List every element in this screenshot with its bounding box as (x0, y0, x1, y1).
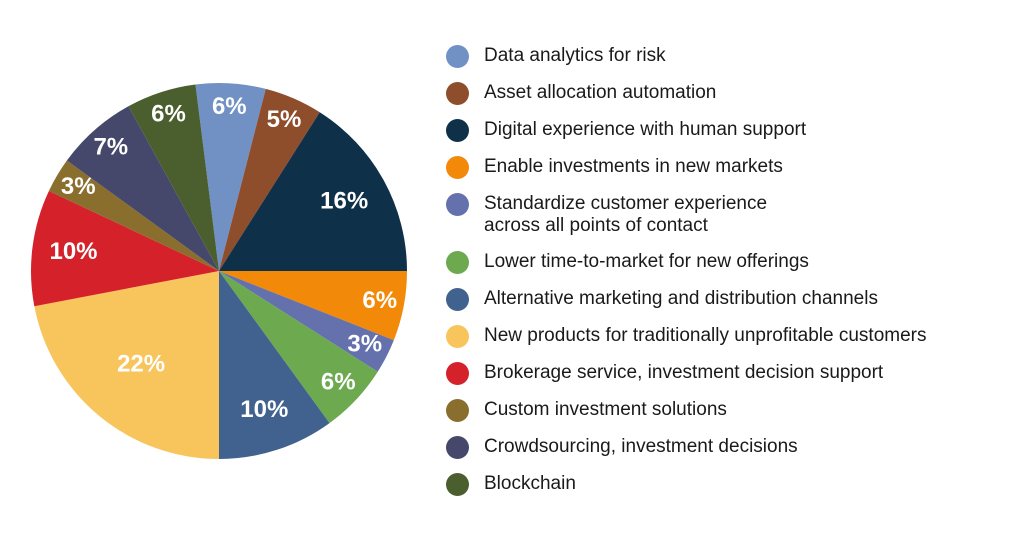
pie-slice (219, 271, 330, 459)
legend-item-label: Standardize customer experience across a… (484, 193, 768, 236)
legend-item-label: Data analytics for risk (484, 45, 666, 66)
legend-swatch-icon (446, 399, 469, 422)
pie-slice (128, 84, 219, 271)
legend-item: Alternative marketing and distribution c… (446, 288, 1006, 311)
legend-item-label: Digital experience with human support (484, 119, 807, 140)
pie-slice-percentage: 7% (93, 134, 128, 161)
legend-item-label: Asset allocation automation (484, 82, 717, 103)
pie-slice-percentage: 5% (267, 106, 302, 133)
legend-item: Lower time-to-market for new offerings (446, 251, 1006, 274)
pie-slice (219, 88, 320, 271)
legend-item-label: Custom investment solutions (484, 399, 727, 420)
pie-slice (219, 271, 407, 341)
legend: Data analytics for risk Asset allocation … (446, 45, 1006, 510)
pie-slice (48, 160, 219, 271)
pie-slice-percentage: 6% (321, 368, 356, 395)
pie-chart: 6% 5% 16% 6% 3% 6% 10% 22% 10% 3% 7% 6% (30, 83, 407, 459)
legend-swatch-icon (446, 193, 469, 216)
pie-slice (195, 83, 266, 271)
pie-slice-percentage: 6% (212, 93, 247, 120)
legend-item: Brokerage service, investment decision s… (446, 362, 1006, 385)
legend-item: Enable investments in new markets (446, 156, 1006, 179)
legend-item-label: Lower time-to-market for new offerings (484, 251, 809, 272)
pie-slice-percentage: 3% (347, 331, 382, 358)
legend-swatch-icon (446, 436, 469, 459)
legend-item: Blockchain (446, 473, 1006, 496)
legend-swatch-icon (446, 473, 469, 496)
legend-swatch-icon (446, 251, 469, 274)
legend-swatch-icon (446, 45, 469, 68)
pie-slice-percentage: 6% (362, 287, 397, 314)
pie-slice (219, 112, 407, 272)
legend-item-label: Brokerage service, investment decision s… (484, 362, 884, 383)
pie-slice (219, 271, 378, 424)
legend-item: Crowdsourcing, investment decisions (446, 436, 1006, 459)
legend-swatch-icon (446, 325, 469, 348)
legend-item: Asset allocation automation (446, 82, 1006, 105)
pie-slice-percentage: 10% (49, 238, 97, 265)
pie-slice-percentage: 22% (117, 351, 165, 378)
legend-item: New products for traditionally unprofita… (446, 325, 1006, 348)
legend-swatch-icon (446, 82, 469, 105)
legend-item-label: Crowdsourcing, investment decisions (484, 436, 798, 457)
legend-item: Data analytics for risk (446, 45, 1006, 68)
pie-slice-percentage: 10% (240, 396, 288, 423)
pie-slice-percentage: 16% (320, 188, 368, 215)
legend-item: Custom investment solutions (446, 399, 1006, 422)
pie-slice (219, 271, 394, 372)
legend-item-label: Enable investments in new markets (484, 156, 783, 177)
legend-swatch-icon (446, 362, 469, 385)
legend-item: Standardize customer experience across a… (446, 193, 1006, 237)
legend-item-label: New products for traditionally unprofita… (484, 325, 927, 346)
legend-item: Digital experience with human support (446, 119, 1006, 142)
legend-item-label: Blockchain (484, 473, 576, 494)
pie-slice (30, 190, 219, 307)
pie-slice (66, 106, 220, 271)
legend-item-label: Alternative marketing and distribution c… (484, 288, 878, 309)
pie-slice-percentage: 3% (61, 173, 96, 200)
legend-swatch-icon (446, 156, 469, 179)
pie-slice (34, 271, 219, 459)
legend-swatch-icon (446, 288, 469, 311)
legend-swatch-icon (446, 119, 469, 142)
pie-slice-percentage: 6% (151, 101, 186, 128)
